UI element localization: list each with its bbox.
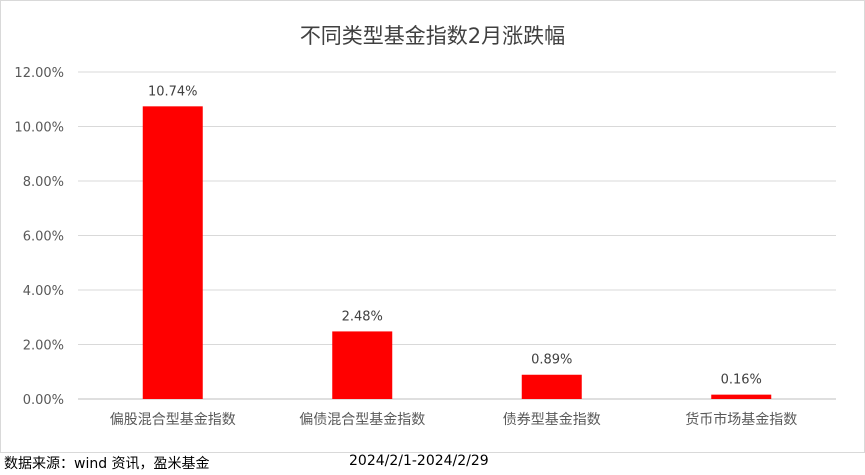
y-tick-label: 4.00% [23,284,64,299]
x-tick-label: 偏债混合型基金指数 [299,411,425,428]
y-tick-label: 0.00% [23,393,64,408]
gridlines [78,71,836,400]
bar [711,394,772,399]
x-tick-label: 债券型基金指数 [503,411,601,428]
data-label: 10.74% [148,84,198,99]
y-tick-labels: 0.00% 2.00% 4.00% 6.00% 8.00% 10.00% 12.00% [14,66,64,408]
bars [142,106,772,400]
x-tick-label: 偏股混合型基金指数 [110,411,236,428]
y-tick-label: 8.00% [23,175,64,190]
chart-title: 不同类型基金指数2月涨跌幅 [299,24,566,48]
data-label: 0.89% [531,353,572,368]
date-range-note: 2024/2/1-2024/2/29 [349,453,489,469]
x-tick-labels: 偏股混合型基金指数 偏债混合型基金指数 债券型基金指数 货币市场基金指数 [110,411,798,428]
data-label: 2.48% [342,309,383,324]
data-label: 0.16% [721,373,762,388]
bar [332,331,393,399]
bar [142,106,203,400]
footer: 数据来源：wind 资讯，盈米基金 2024/2/1-2024/2/29 [0,452,865,475]
y-tick-label: 6.00% [23,230,64,245]
bar [521,374,582,399]
chart-plot: 0.00% 2.00% 4.00% 6.00% 8.00% 10.00% 12.00% 10… [14,66,836,428]
x-tick-label: 货币市场基金指数 [685,411,797,428]
data-labels: 10.74% 2.48% 0.89% 0.16% [148,84,762,387]
y-tick-label: 10.00% [14,121,64,136]
data-source-note: 数据来源：wind 资讯，盈米基金 [4,456,210,472]
y-tick-label: 2.00% [23,339,64,354]
y-tick-label: 12.00% [14,66,64,81]
